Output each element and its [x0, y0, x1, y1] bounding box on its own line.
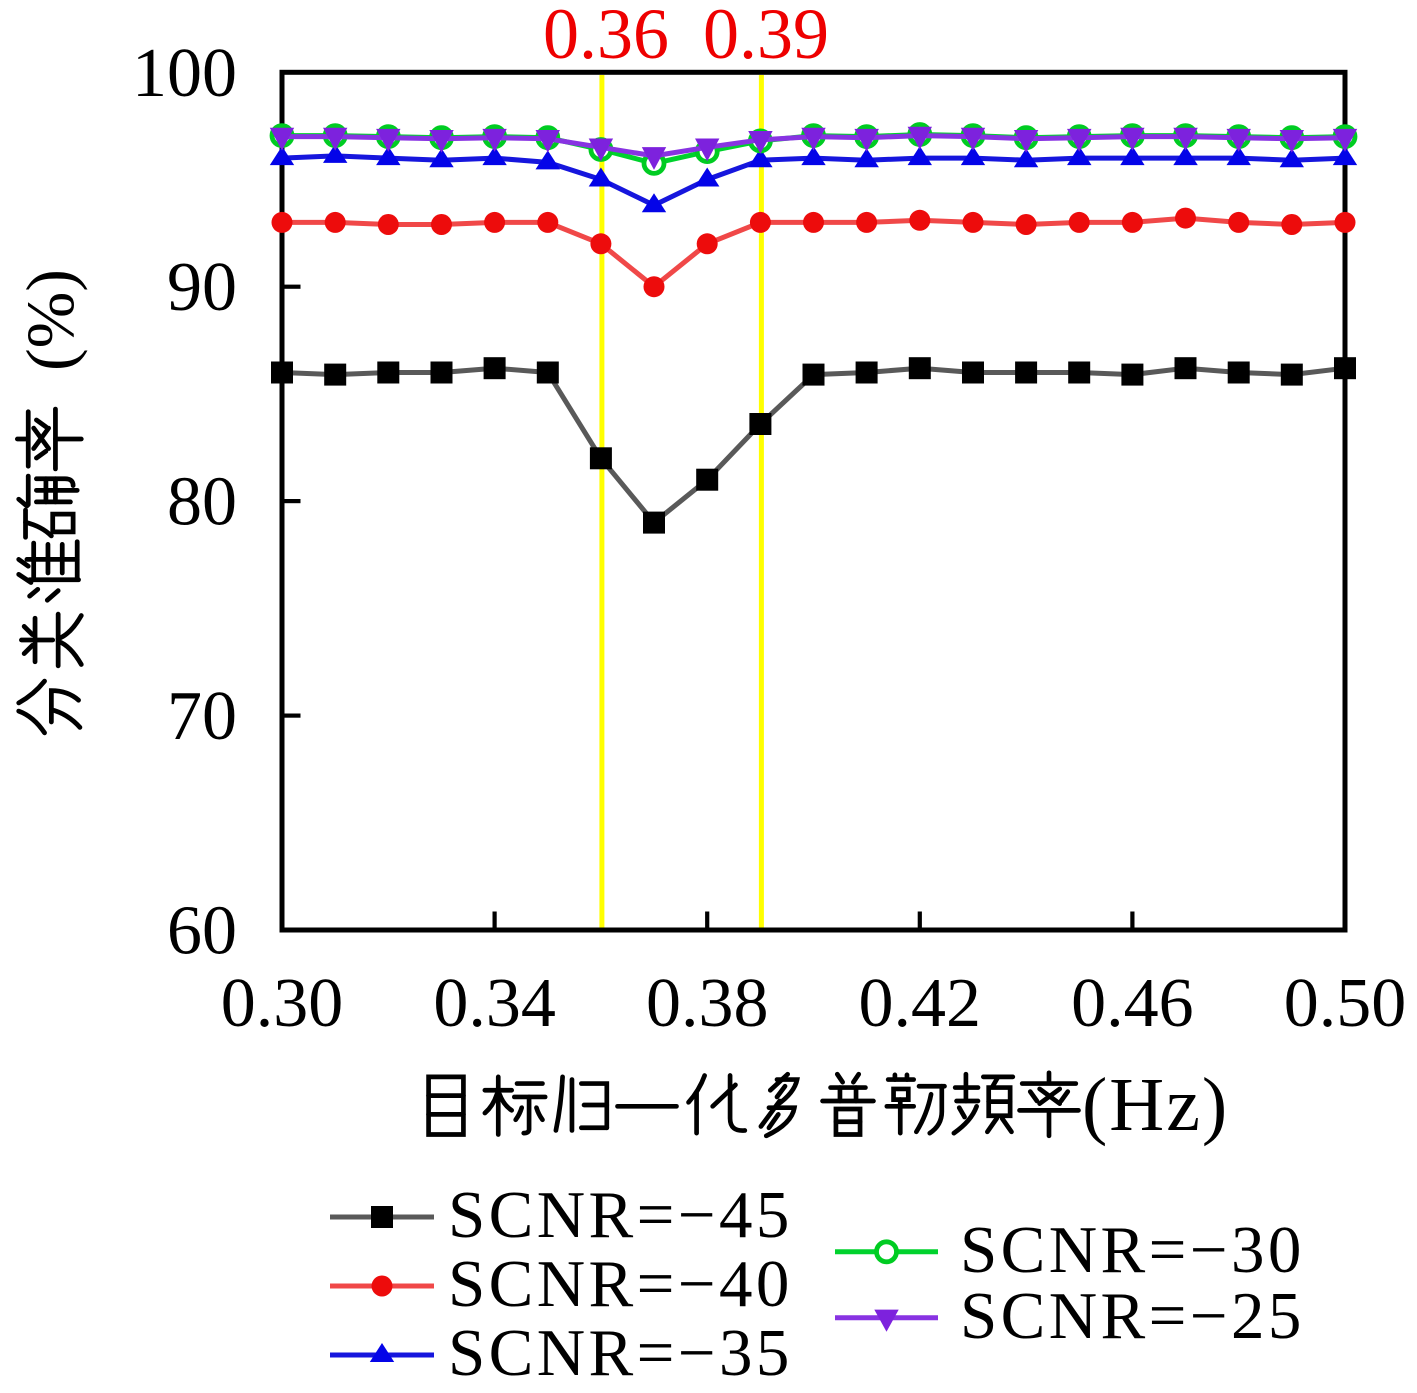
svg-text:100: 100	[132, 35, 237, 112]
svg-text:90: 90	[167, 249, 237, 326]
svg-text:0.34: 0.34	[433, 965, 556, 1042]
svg-text:60: 60	[167, 893, 237, 970]
svg-text:SCNR=−25: SCNR=−25	[960, 1279, 1305, 1353]
svg-text:0.50: 0.50	[1284, 965, 1407, 1042]
svg-text:0.30: 0.30	[221, 965, 344, 1042]
svg-text:(Hz): (Hz)	[1082, 1063, 1229, 1147]
svg-text:80: 80	[167, 464, 237, 541]
svg-text:0.36: 0.36	[543, 0, 669, 74]
svg-text:SCNR=−40: SCNR=−40	[448, 1247, 793, 1321]
svg-text:0.46: 0.46	[1071, 965, 1194, 1042]
svg-text:0.38: 0.38	[646, 965, 769, 1042]
svg-text:0.39: 0.39	[703, 0, 829, 74]
svg-text:(%): (%)	[12, 269, 88, 371]
svg-text:SCNR=−30: SCNR=−30	[960, 1213, 1305, 1287]
svg-text:70: 70	[167, 678, 237, 755]
svg-text:SCNR=−35: SCNR=−35	[448, 1316, 793, 1390]
svg-text:0.42: 0.42	[859, 965, 982, 1042]
svg-text:SCNR=−45: SCNR=−45	[448, 1178, 793, 1252]
